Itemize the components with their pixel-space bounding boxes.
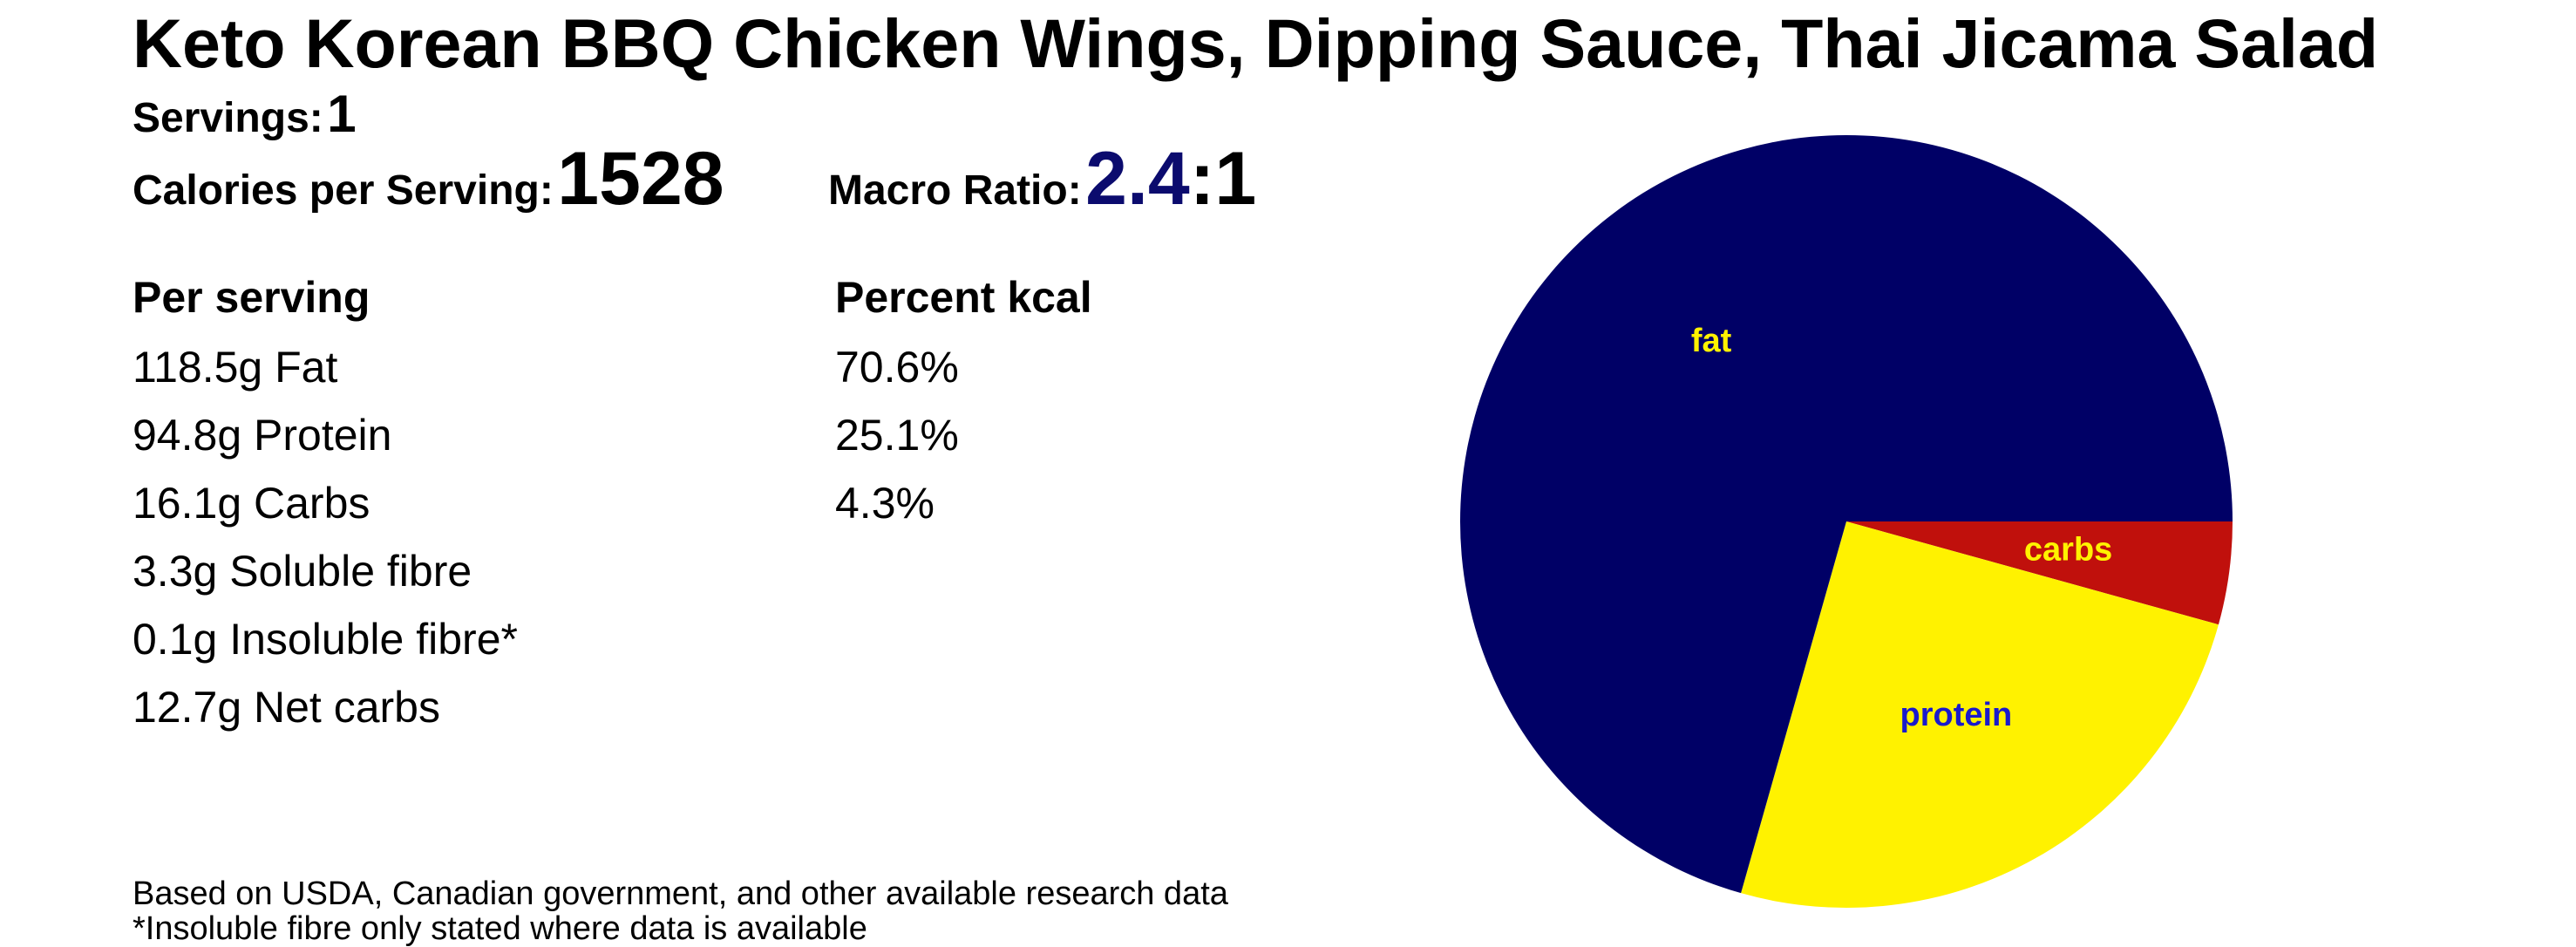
macro-ratio-label: Macro Ratio: [828,167,1082,214]
percent-kcal-carbs: 4.3% [835,479,935,528]
servings-label: Servings: [133,95,323,141]
pie-slices [1459,134,2233,908]
servings-value: 1 [327,85,357,143]
pie-label-carbs: carbs [2024,532,2112,569]
footnote-sources: Based on USDA, Canadian government, and … [133,875,1228,912]
pie-slice-protein [1741,521,2219,908]
per-serving-insoluble-fibre: 0.1g Insoluble fibre* [133,615,518,664]
per-serving-net-carbs: 12.7g Net carbs [133,683,440,732]
per-serving-fat: 118.5g Fat [133,343,338,392]
pie-labels: carbs protein fat [1691,323,2112,733]
percent-kcal-fat: 70.6% [835,343,959,392]
pie-slice-carbs [1846,521,2233,625]
recipe-title: Keto Korean BBQ Chicken Wings, Dipping S… [133,4,2379,82]
per-serving-soluble-fibre: 3.3g Soluble fibre [133,547,472,596]
servings-line: Servings: 1 [133,84,357,144]
calories-label: Calories per Serving: [133,167,554,214]
pie-slice-fat [1459,134,2233,894]
calories-line: Calories per Serving: 1528 [133,136,724,222]
percent-kcal-protein: 25.1% [835,411,959,460]
macro-ratio-suffix: :1 [1189,137,1257,221]
pie-label-fat: fat [1691,323,1732,359]
calories-value: 1528 [557,137,724,221]
macro-ratio: Macro Ratio: 2.4:1 [828,136,1256,222]
per-serving-carbs: 16.1g Carbs [133,479,370,528]
per-serving-protein: 94.8g Protein [133,411,392,460]
percent-kcal-header: Percent kcal [835,273,1092,322]
pie-label-protein: protein [1900,697,2013,733]
macro-ratio-value: 2.4 [1085,137,1190,221]
per-serving-header: Per serving [133,273,370,322]
footnote-insoluble: *Insoluble fibre only stated where data … [133,910,867,947]
